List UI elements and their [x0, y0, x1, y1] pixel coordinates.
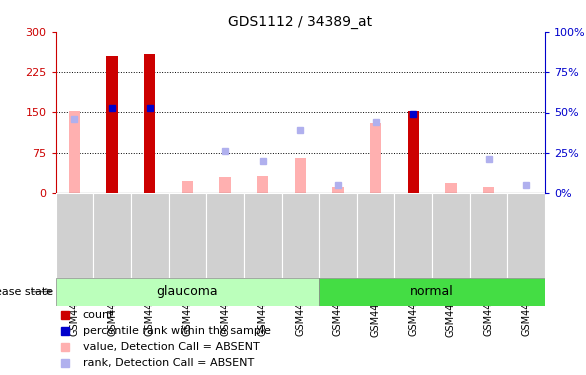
- Bar: [319, 278, 545, 306]
- Bar: [56, 193, 93, 278]
- Bar: [131, 193, 169, 278]
- Bar: [470, 193, 507, 278]
- Bar: [507, 193, 545, 278]
- Bar: [295, 158, 306, 193]
- Bar: [370, 123, 381, 193]
- Bar: [483, 187, 494, 193]
- Text: value, Detection Call = ABSENT: value, Detection Call = ABSENT: [83, 342, 260, 352]
- Bar: [107, 56, 118, 193]
- Text: normal: normal: [410, 285, 454, 298]
- Bar: [357, 193, 394, 278]
- Bar: [144, 54, 155, 193]
- Bar: [445, 183, 456, 193]
- Bar: [93, 193, 131, 278]
- Bar: [432, 193, 470, 278]
- Bar: [257, 176, 268, 193]
- Text: disease state: disease state: [0, 286, 53, 297]
- Bar: [219, 177, 231, 193]
- Bar: [56, 278, 319, 306]
- Text: rank, Detection Call = ABSENT: rank, Detection Call = ABSENT: [83, 358, 254, 368]
- Bar: [169, 193, 206, 278]
- Bar: [394, 193, 432, 278]
- Bar: [182, 181, 193, 193]
- Bar: [319, 193, 357, 278]
- Bar: [69, 111, 80, 193]
- Text: percentile rank within the sample: percentile rank within the sample: [83, 326, 271, 336]
- Title: GDS1112 / 34389_at: GDS1112 / 34389_at: [229, 15, 372, 30]
- Bar: [281, 193, 319, 278]
- Text: count: count: [83, 310, 114, 321]
- Bar: [206, 193, 244, 278]
- Text: glaucoma: glaucoma: [156, 285, 218, 298]
- Bar: [408, 111, 419, 193]
- Bar: [332, 187, 343, 193]
- Bar: [244, 193, 281, 278]
